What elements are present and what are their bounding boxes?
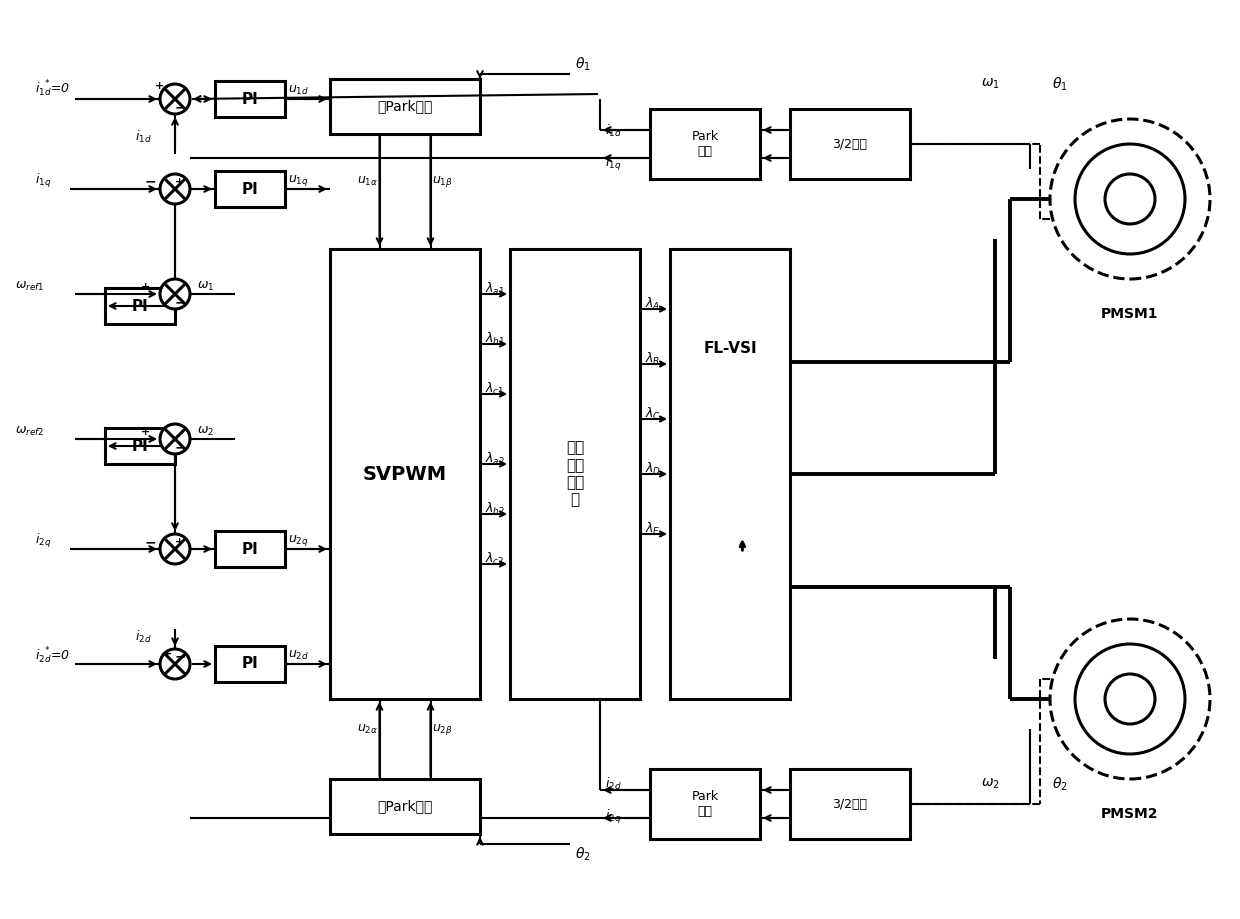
- Text: $\theta_1$: $\theta_1$: [575, 55, 590, 73]
- Text: −: −: [174, 649, 186, 663]
- Circle shape: [160, 649, 190, 679]
- Text: $u_{2d}$: $u_{2d}$: [288, 649, 309, 662]
- Circle shape: [160, 174, 190, 204]
- Text: $i_{2d}^{\ *}$=0: $i_{2d}^{\ *}$=0: [35, 646, 71, 666]
- Text: FL-VSI: FL-VSI: [703, 341, 756, 356]
- Text: $\omega_1$: $\omega_1$: [197, 279, 215, 292]
- Text: $\lambda_{c2}$: $\lambda_{c2}$: [485, 551, 505, 567]
- Circle shape: [160, 279, 190, 309]
- Text: +: +: [175, 177, 185, 187]
- Text: $\lambda_D$: $\lambda_D$: [645, 461, 661, 477]
- Text: 反Park变换: 反Park变换: [377, 800, 433, 813]
- Text: −: −: [144, 174, 156, 188]
- Circle shape: [1105, 174, 1154, 224]
- Text: $\theta_2$: $\theta_2$: [575, 845, 590, 863]
- Text: $u_{2\beta}$: $u_{2\beta}$: [432, 721, 453, 736]
- Text: $\omega_{ref2}$: $\omega_{ref2}$: [15, 425, 45, 437]
- Text: −: −: [144, 535, 156, 549]
- Bar: [330, 249, 480, 699]
- Text: PI: PI: [131, 299, 149, 313]
- Text: $\lambda_{c1}$: $\lambda_{c1}$: [485, 381, 505, 397]
- Text: $\omega_1$: $\omega_1$: [981, 77, 999, 91]
- Text: $i_{1q}$: $i_{1q}$: [35, 172, 51, 190]
- Text: PI: PI: [131, 438, 149, 453]
- Text: $\lambda_{a1}$: $\lambda_{a1}$: [485, 281, 505, 297]
- Circle shape: [1075, 144, 1185, 254]
- Text: $\lambda_{b1}$: $\lambda_{b1}$: [485, 331, 505, 347]
- Text: $\lambda_B$: $\lambda_B$: [645, 351, 661, 367]
- Text: $i_{2d}$: $i_{2d}$: [605, 776, 621, 792]
- Text: −: −: [174, 100, 186, 114]
- Text: +: +: [140, 282, 150, 292]
- Text: $u_{2\alpha}$: $u_{2\alpha}$: [357, 722, 378, 735]
- Text: +: +: [175, 537, 185, 547]
- Text: Park
变换: Park 变换: [692, 790, 718, 818]
- Text: $i_{1d}^{\ *}$=0: $i_{1d}^{\ *}$=0: [35, 79, 71, 99]
- Text: PI: PI: [242, 181, 258, 197]
- Text: $i_{1q}$: $i_{1q}$: [605, 155, 621, 173]
- Bar: [510, 249, 640, 699]
- Text: $\theta_2$: $\theta_2$: [1053, 776, 1068, 793]
- Bar: [105, 428, 175, 464]
- Bar: [215, 81, 285, 117]
- Circle shape: [1050, 619, 1210, 779]
- Text: $\lambda_{b2}$: $\lambda_{b2}$: [485, 501, 505, 517]
- Bar: [330, 79, 480, 134]
- Circle shape: [1050, 119, 1210, 279]
- Text: $\omega_{ref1}$: $\omega_{ref1}$: [15, 279, 45, 292]
- Text: +: +: [162, 649, 171, 659]
- Bar: [330, 779, 480, 834]
- Text: 零电
压矢
量优
化: 零电 压矢 量优 化: [565, 440, 584, 507]
- Text: $\lambda_A$: $\lambda_A$: [645, 296, 661, 312]
- Bar: [790, 769, 910, 839]
- Text: +: +: [155, 81, 165, 91]
- Text: $i_{1d}$: $i_{1d}$: [135, 129, 151, 145]
- Text: $i_{1d}$: $i_{1d}$: [605, 123, 621, 139]
- Text: +: +: [140, 427, 150, 437]
- Bar: [215, 531, 285, 567]
- Bar: [215, 171, 285, 207]
- Bar: [790, 109, 910, 179]
- Text: $u_{2q}$: $u_{2q}$: [288, 532, 309, 548]
- Text: PMSM1: PMSM1: [1101, 307, 1158, 321]
- Text: −: −: [174, 295, 186, 309]
- Circle shape: [1075, 644, 1185, 754]
- Text: 3/2变换: 3/2变换: [832, 138, 868, 151]
- Text: −: −: [174, 440, 186, 454]
- Circle shape: [1105, 674, 1154, 724]
- Text: $\lambda_E$: $\lambda_E$: [645, 521, 661, 537]
- Bar: [670, 249, 790, 699]
- Text: $\lambda_C$: $\lambda_C$: [645, 406, 661, 422]
- Bar: [105, 288, 175, 324]
- Text: $i_{2d}$: $i_{2d}$: [135, 629, 151, 645]
- Text: PI: PI: [242, 541, 258, 557]
- Text: 反Park变换: 反Park变换: [377, 99, 433, 114]
- Text: Park
变换: Park 变换: [692, 130, 718, 158]
- Text: PI: PI: [242, 656, 258, 672]
- Bar: [215, 646, 285, 682]
- Text: $i_{2q}$: $i_{2q}$: [605, 808, 621, 826]
- Bar: [650, 769, 760, 839]
- Text: $\theta_1$: $\theta_1$: [1052, 75, 1068, 93]
- Text: $\lambda_{a2}$: $\lambda_{a2}$: [485, 451, 505, 467]
- Circle shape: [160, 534, 190, 564]
- Text: $u_{1\beta}$: $u_{1\beta}$: [432, 174, 453, 189]
- Text: PMSM2: PMSM2: [1101, 807, 1158, 821]
- Text: $\omega_2$: $\omega_2$: [197, 425, 215, 437]
- Text: $i_{2q}$: $i_{2q}$: [35, 532, 51, 550]
- Text: $u_{1\alpha}$: $u_{1\alpha}$: [357, 175, 378, 188]
- Text: $u_{1d}$: $u_{1d}$: [288, 84, 309, 96]
- Circle shape: [160, 424, 190, 454]
- Bar: [650, 109, 760, 179]
- Text: $u_{1q}$: $u_{1q}$: [288, 173, 309, 187]
- Text: PI: PI: [242, 92, 258, 107]
- Text: 3/2变换: 3/2变换: [832, 798, 868, 811]
- Circle shape: [160, 84, 190, 114]
- Text: SVPWM: SVPWM: [363, 464, 448, 483]
- Text: $\omega_2$: $\omega_2$: [981, 777, 999, 791]
